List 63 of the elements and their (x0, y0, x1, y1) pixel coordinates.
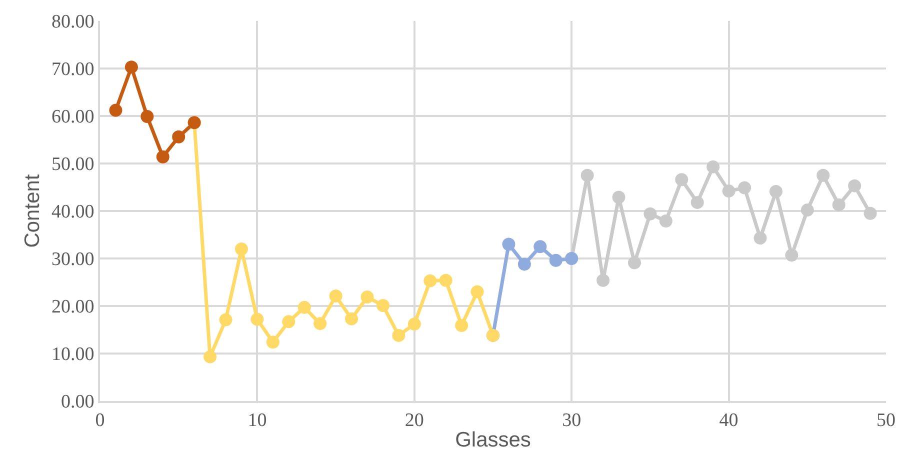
point (470, 285, 484, 298)
y-tick-label: 40.00 (51, 202, 94, 223)
x-tick-label: 10 (248, 410, 267, 431)
point (424, 274, 437, 288)
point (800, 204, 814, 217)
point (282, 315, 296, 328)
y-tick-label: 50.00 (51, 154, 94, 176)
point (754, 232, 767, 245)
point (738, 181, 752, 194)
point (644, 207, 657, 220)
point (580, 168, 594, 182)
y-tick-label: 0.00 (60, 392, 94, 413)
point (219, 313, 232, 326)
point (408, 318, 421, 331)
point (345, 312, 358, 326)
point (549, 254, 562, 267)
point (360, 290, 374, 304)
point (596, 274, 610, 287)
point (832, 198, 846, 212)
y-tick-label: 60.00 (51, 106, 94, 128)
point (534, 240, 547, 254)
x-tick-label: 0 (95, 410, 105, 431)
point (298, 300, 311, 314)
point (234, 242, 248, 256)
x-tick-label: 50 (876, 410, 896, 431)
point (769, 185, 782, 198)
point (250, 312, 264, 326)
point (864, 206, 877, 220)
point (706, 160, 720, 174)
point (690, 196, 704, 209)
point (376, 299, 390, 312)
point (266, 336, 280, 349)
point (675, 173, 688, 186)
point (785, 248, 798, 262)
point (140, 110, 154, 123)
y-tick-label: 20.00 (51, 296, 94, 318)
x-tick-label: 40 (719, 410, 738, 431)
point (816, 168, 830, 182)
point (329, 290, 342, 303)
point (109, 104, 122, 117)
point (612, 190, 626, 204)
y-axis-title: Content (21, 174, 44, 248)
point (204, 350, 217, 364)
point (314, 317, 327, 330)
y-tick-label: 80.00 (51, 12, 94, 33)
x-tick-label: 30 (562, 410, 582, 431)
point (659, 214, 672, 228)
point (156, 150, 170, 164)
y-tick-label: 30.00 (51, 249, 94, 270)
point (502, 238, 516, 251)
point (722, 184, 736, 198)
point (439, 274, 452, 287)
point (518, 258, 531, 271)
y-tick-label: 10.00 (51, 344, 94, 366)
point (124, 60, 138, 74)
point (628, 256, 641, 270)
point (848, 179, 862, 192)
x-axis-title: Glasses (455, 428, 531, 452)
y-tick-label: 70.00 (51, 59, 94, 80)
point (172, 130, 186, 144)
x-tick-label: 20 (404, 410, 424, 431)
point (455, 318, 468, 332)
point (392, 328, 406, 342)
